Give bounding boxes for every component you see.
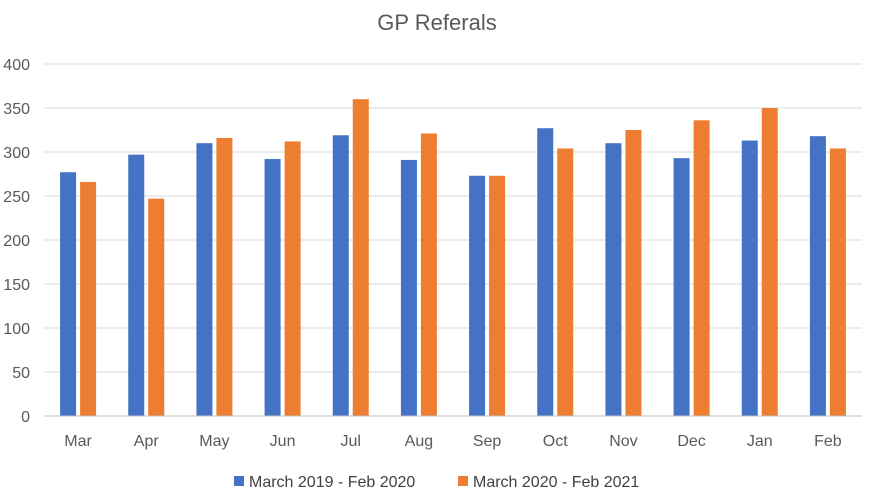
bar-series-2-jan [761,108,778,416]
y-tick-label: 150 [3,277,30,294]
bar-series-1-nov [605,143,622,416]
bar-series-2-jun [284,141,301,416]
bar-series-1-dec [673,158,690,416]
y-tick-label: 250 [3,189,30,206]
y-tick-label: 100 [3,321,30,338]
x-tick-label: Jul [341,433,361,450]
bar-series-2-may [216,137,233,417]
x-tick-label: Jun [270,433,296,450]
y-tick-label: 350 [3,101,30,118]
gridlines [44,63,862,373]
bar-series-1-jan [741,140,758,416]
chart-title: GP Referals [377,10,496,35]
x-tick-label: Mar [64,433,92,450]
bar-series-2-sep [489,175,506,416]
bar-series-2-apr [148,198,165,416]
y-tick-label: 0 [21,409,30,426]
x-tick-label: Feb [814,433,842,450]
x-tick-label: Dec [677,433,705,450]
bar-series-2-nov [625,130,642,416]
bar-series-2-oct [557,148,574,417]
legend: March 2019 - Feb 2020 March 2020 - Feb 20… [234,474,639,491]
bar-series-2-mar [80,181,97,416]
legend-label-series-2: March 2020 - Feb 2021 [473,474,639,491]
x-tick-label: Nov [609,433,637,450]
bar-series-1-apr [128,154,145,416]
y-tick-label: 300 [3,145,30,162]
bar-series-1-oct [537,128,554,417]
x-tick-label: May [199,433,229,450]
bar-series-2-aug [420,133,437,416]
legend-swatch-series-2 [458,476,468,486]
bar-series-1-feb [809,136,826,416]
bar-series-1-sep [469,175,486,416]
x-axis-tick-labels: Mar Apr May Jun Jul Aug Sep Oct Nov Dec Jan Feb [64,433,841,450]
y-tick-label: 400 [3,57,30,74]
x-tick-label: Aug [405,433,433,450]
legend-swatch-series-1 [234,476,244,486]
bar-series-2-jul [352,99,369,416]
x-tick-label: Oct [543,433,568,450]
x-tick-label: Sep [473,433,502,450]
bar-series-1-jul [332,135,349,416]
bar-series-1-jun [264,159,281,417]
x-tick-label: Jan [747,433,773,450]
y-tick-label: 50 [12,365,30,382]
bar-series-1-aug [400,159,417,417]
bar-series-1-may [196,143,213,416]
legend-label-series-1: March 2019 - Feb 2020 [249,474,415,491]
y-axis-tick-labels: 0 50 100 150 200 250 300 350 400 [3,57,30,426]
y-tick-label: 200 [3,233,30,250]
bars [60,99,846,417]
bar-series-2-dec [693,120,710,416]
bar-series-1-mar [60,172,77,416]
bar-series-2-feb [829,148,846,417]
x-tick-label: Apr [134,433,160,450]
